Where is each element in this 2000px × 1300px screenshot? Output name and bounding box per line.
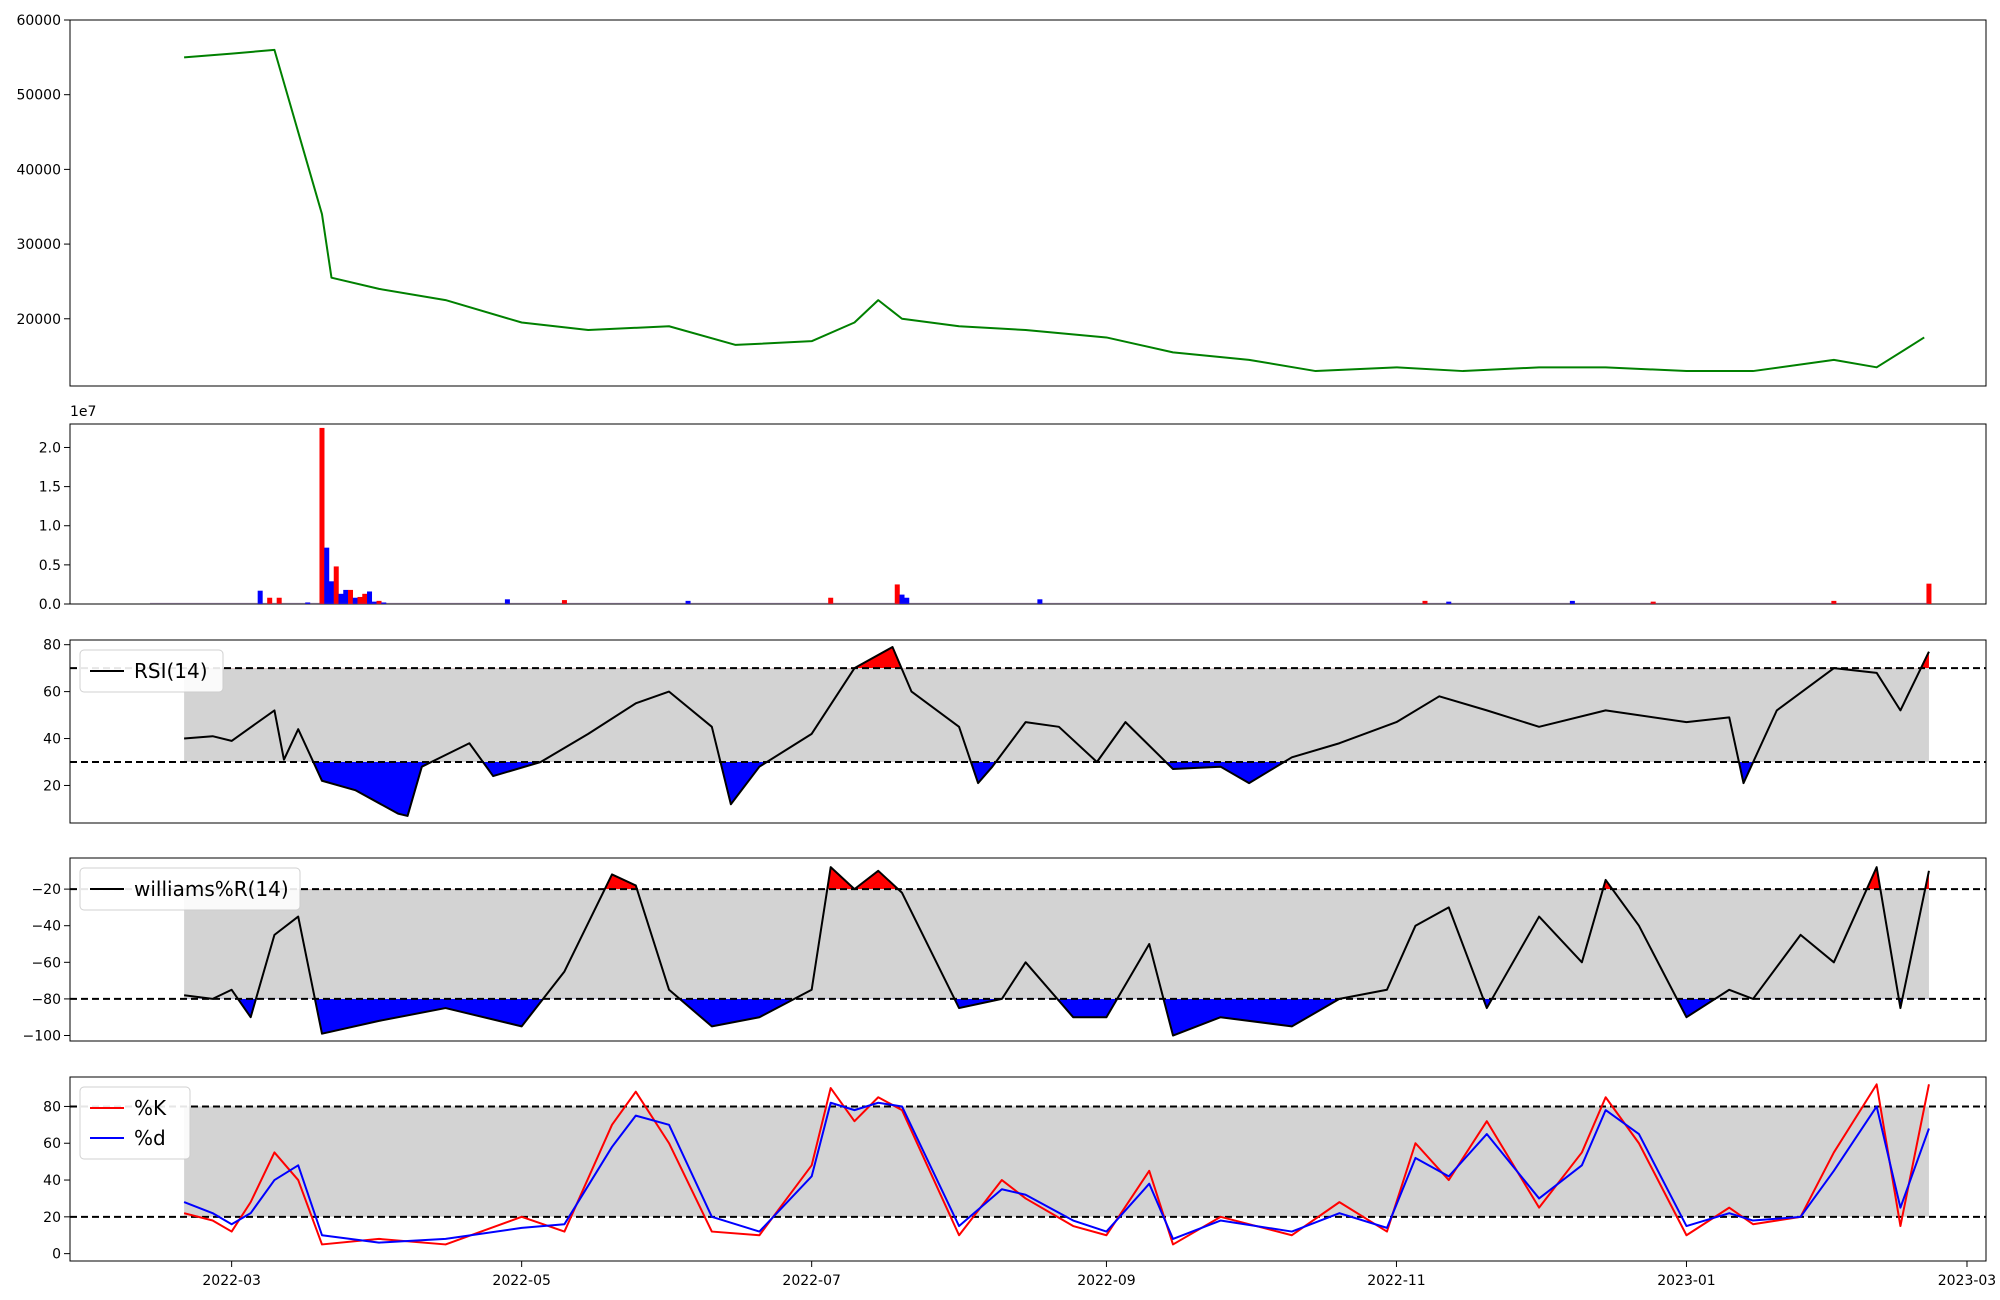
x-axis: 2022-03 2022-05 2022-07 2022-09 2022-11 2023-… [202,1261,1996,1289]
volume-bar [343,589,349,604]
y-tick-label: 20000 [16,312,61,328]
volume-bar [1446,601,1452,604]
panel-frame [69,423,1987,605]
y-tick-label: 1.5 [39,480,61,496]
y-tick-label: 40 [43,1173,61,1189]
volume-offset-label: 1e7 [70,404,96,420]
y-tick-label: 50000 [16,88,61,104]
volume-bar [1422,600,1428,604]
panel-frame [69,857,1987,1042]
y-tick-label: −80 [31,992,61,1008]
x-tick-label: 2022-05 [492,1273,551,1289]
volume-bar [305,602,311,604]
volume-bar [376,600,382,604]
legend-label: RSI(14) [134,659,208,683]
y-tick-label: 60 [43,685,61,701]
y-tick-label: 30000 [16,237,61,253]
y-tick-label: 0.5 [39,558,61,574]
y-tick-label: 1.0 [39,519,61,535]
volume-bar [1926,583,1932,604]
volume-bar [1569,600,1575,604]
x-tick-label: 2022-07 [782,1273,841,1289]
volume-bar [904,597,910,604]
panel-frame [69,19,1987,387]
volume-bar [381,602,387,604]
panel-rsi: 20 40 60 80 RSI(14) [43,638,1987,824]
volume-bar [504,599,510,604]
y-tick-label: 60 [43,1136,61,1152]
volume-bar [371,601,377,604]
volume-bar [899,594,905,604]
volume-bar [338,593,344,604]
y-tick-label: 0.0 [39,597,61,613]
series-line [184,646,1930,817]
y-tick-label: −60 [31,955,61,971]
legend-label: %d [134,1126,166,1150]
legend-box [79,867,301,911]
volume-bar [257,590,263,604]
x-tick-label: 2023-01 [1657,1273,1716,1289]
panel-frame [69,639,1987,824]
y-tick-label: 80 [43,1099,61,1115]
y-tick-label: −40 [31,919,61,935]
volume-bar [685,600,691,604]
volume-bar [352,597,358,604]
y-tick-label: 2.0 [39,440,61,456]
price-line [184,48,1925,373]
legend: %K %d [79,1086,191,1160]
y-tick-label: 40000 [16,162,61,178]
volume-bar [319,427,325,604]
series-line [183,866,1930,1037]
volume-bar [333,566,339,604]
panel-stochastic: 0 20 40 60 80 %K %d [43,1076,1987,1263]
y-tick-label: 80 [43,638,61,654]
panel-frame [69,1076,1987,1262]
volume-bar [348,589,354,604]
panel-williams: −100 −80 −60 −40 −20 williams%R(14) [23,857,1987,1045]
oversold-fill [184,998,1929,1036]
x-tick-label: 2022-11 [1367,1273,1426,1289]
indicator-band [184,668,1929,762]
volume-bar [357,596,363,604]
volume-bar [1650,601,1656,604]
y-tick-label: 0 [52,1247,61,1263]
panel-volume: 0.0 0.5 1.0 1.5 2.0 1e7 [39,404,1987,613]
volume-bar [828,597,834,604]
x-tick-label: 2022-03 [202,1273,261,1289]
volume-bar [267,597,273,604]
oversold-fill [184,762,1929,816]
indicator-band [184,889,1929,999]
volume-bar [367,591,373,604]
legend-label: williams%R(14) [134,877,289,901]
volume-bar [328,581,334,604]
legend-box [79,1086,191,1160]
volume-bar [1037,599,1043,604]
volume-bar [1831,600,1837,604]
y-tick-label: −100 [23,1029,61,1045]
volume-bar [561,600,567,604]
legend: RSI(14) [79,649,224,693]
x-tick-label: 2023-03 [1938,1273,1997,1289]
volume-bar [894,584,900,604]
volume-bar [276,597,282,604]
legend-label: %K [134,1096,167,1120]
volume-bar [324,547,330,604]
x-tick-label: 2022-09 [1077,1273,1136,1289]
y-tick-label: 20 [43,778,61,794]
y-tick-label: −20 [31,882,61,898]
y-tick-label: 60000 [16,13,61,29]
volume-bar [362,593,368,604]
panel-price: 20000 30000 40000 50000 60000 [16,13,1987,387]
indicator-band [184,1106,1929,1217]
y-tick-label: 40 [43,732,61,748]
legend-box [79,649,224,693]
y-tick-label: 20 [43,1210,61,1226]
legend: williams%R(14) [79,867,301,911]
